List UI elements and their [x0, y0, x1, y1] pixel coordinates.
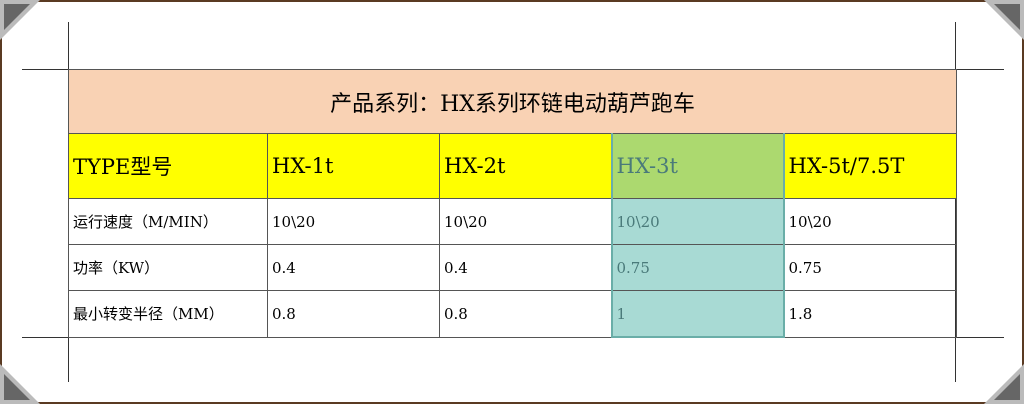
corner-fold-icon	[0, 364, 40, 404]
table-cell[interactable]: 0.4	[439, 244, 612, 291]
corner-fold-icon	[0, 0, 40, 40]
row-label[interactable]: 功率（KW）	[68, 244, 268, 291]
header-cell[interactable]: HX-1t	[267, 133, 440, 199]
header-cell[interactable]: HX-2t	[439, 133, 612, 199]
table-cell[interactable]: 10\20	[439, 198, 612, 245]
product-spec-table: 产品系列：HX系列环链电动葫芦跑车 TYPE型号 HX-1t HX-2t HX-…	[68, 69, 957, 338]
header-cell[interactable]: TYPE型号	[68, 133, 268, 199]
table-cell[interactable]: 0.4	[267, 244, 440, 291]
crop-line-bottom	[22, 337, 1004, 338]
table-cell[interactable]: 0.8	[267, 290, 440, 338]
table-cell[interactable]: 10\20	[267, 198, 440, 245]
table-title: 产品系列：HX系列环链电动葫芦跑车	[68, 69, 957, 134]
table-cell[interactable]: 0.75	[783, 244, 957, 291]
row-label[interactable]: 运行速度（M/MIN）	[68, 198, 268, 245]
table-row: 最小转变半径（MM） 0.8 0.8 1 1.8	[68, 290, 957, 338]
corner-fold-icon	[984, 0, 1024, 40]
table-row: 运行速度（M/MIN） 10\20 10\20 10\20 10\20	[68, 198, 957, 245]
table-cell-selected[interactable]: 10\20	[610, 198, 785, 245]
table-row: 功率（KW） 0.4 0.4 0.75 0.75	[68, 244, 957, 291]
header-row: TYPE型号 HX-1t HX-2t HX-3t HX-5t/7.5T	[68, 133, 957, 199]
table-cell[interactable]: 10\20	[783, 198, 957, 245]
table-cell[interactable]: 1.8	[783, 290, 957, 338]
table-cell-selected[interactable]: 0.75	[610, 244, 785, 291]
row-label[interactable]: 最小转变半径（MM）	[68, 290, 268, 338]
header-cell[interactable]: HX-5t/7.5T	[783, 133, 957, 199]
table-cell[interactable]: 0.8	[439, 290, 612, 338]
header-cell-selected[interactable]: HX-3t	[610, 133, 785, 199]
table-cell-selected[interactable]: 1	[610, 290, 785, 338]
corner-fold-icon	[984, 364, 1024, 404]
